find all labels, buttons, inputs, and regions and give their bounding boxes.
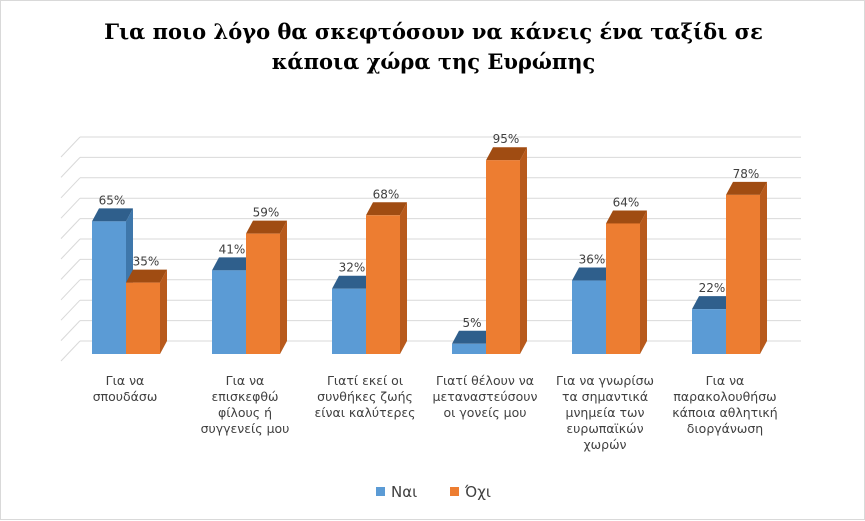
bar-no <box>126 269 167 354</box>
gridline-side <box>60 177 81 199</box>
gridlines <box>60 136 801 362</box>
category-label: Για να γνωρίσω τα σημαντικά μνημεία των ευρ… <box>556 373 654 452</box>
data-label: 35% <box>133 255 160 269</box>
data-label: 64% <box>613 195 640 209</box>
legend: Ναι Όχι <box>1 482 865 501</box>
bar-no <box>366 202 407 354</box>
data-label: 59% <box>253 206 280 220</box>
legend-label-no: Όχι <box>465 482 491 501</box>
legend-swatch-no <box>450 487 460 496</box>
gridline-side <box>60 279 81 301</box>
chart-title-line-1: Για ποιο λόγο θα σκεφτόσουν να κάνεις έν… <box>104 19 763 44</box>
gridline-side <box>60 157 81 178</box>
category-label: Για να σπουδάσω <box>93 373 158 404</box>
chart-title-line-2: κάποια χώρα της Ευρώπης <box>271 49 596 74</box>
data-label: 65% <box>99 193 126 207</box>
gridline-side <box>60 299 81 321</box>
bar-no <box>246 220 287 354</box>
data-label: 22% <box>699 281 726 295</box>
bar-no <box>486 147 527 354</box>
gridline-side <box>60 340 81 362</box>
category-label: Για να παρακολουθήσω κάποια αθλητική διοργά… <box>672 373 777 436</box>
data-label: 32% <box>339 261 366 275</box>
gridline-side <box>60 136 81 158</box>
data-label: 95% <box>493 132 520 146</box>
data-label: 78% <box>733 167 760 181</box>
gridline-side <box>60 320 81 341</box>
data-label: 5% <box>462 316 481 330</box>
gridline-side <box>60 259 81 280</box>
bar-no <box>726 181 767 354</box>
data-label: 68% <box>373 187 400 201</box>
legend-swatch-yes <box>376 487 386 496</box>
gridline-side <box>60 238 81 260</box>
data-label: 41% <box>219 242 246 256</box>
category-label: Για να επισκεφθώ φίλους ή συγγενείς μου <box>201 373 290 436</box>
gridline-side <box>60 197 81 219</box>
category-label: Γιατί θέλουν να μεταναστεύσουν οι γονείς μ… <box>433 373 538 420</box>
data-label: 36% <box>579 253 606 267</box>
legend-item-yes: Ναι <box>376 483 417 501</box>
category-label: Γιατί εκεί οι συνθήκες ζωής είναι καλύτερε… <box>315 373 416 420</box>
bar-no <box>606 210 647 354</box>
legend-item-no: Όχι <box>450 483 491 501</box>
chart-title: Για ποιο λόγο θα σκεφτόσουν να κάνεις έν… <box>61 17 806 77</box>
gridline-side <box>60 218 81 239</box>
legend-label-yes: Ναι <box>391 482 418 501</box>
